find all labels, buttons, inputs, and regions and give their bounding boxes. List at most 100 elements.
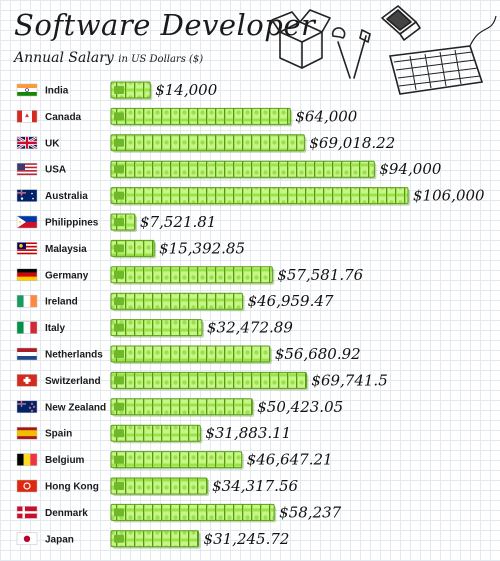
bar — [110, 187, 410, 206]
data-label: $7,521.81 — [140, 213, 216, 231]
chart-row: Germany $57,581.76 — [16, 266, 364, 285]
data-label: $46,647.21 — [247, 451, 333, 469]
chart-row: New Zealand $50,423.05 — [16, 398, 343, 417]
data-label: $32,472.89 — [207, 319, 293, 337]
category-label: Spain — [45, 429, 72, 440]
chart-row: Switzerland $69,741.5 — [16, 371, 388, 391]
category-label: Japan — [45, 534, 74, 545]
subtitle-unit: in US Dollars ($) — [118, 54, 204, 65]
category-label: UK — [45, 138, 60, 149]
chart-row: Spain $31,883.11 — [16, 424, 291, 444]
category-label: Denmark — [45, 508, 88, 519]
bar — [110, 266, 275, 285]
box-icon — [271, 9, 331, 69]
chart-row: Japan $31,245.72 — [16, 530, 290, 549]
flag-ca-icon — [16, 110, 38, 123]
flag-be-icon — [16, 453, 38, 466]
chart-title: Software Developer — [14, 8, 316, 42]
flag-au-icon — [16, 189, 38, 202]
chart-row: Belgium $46,647.21 — [16, 451, 333, 470]
data-label: $106,000 — [413, 187, 485, 205]
header-illustration — [271, 5, 497, 95]
category-label: Belgium — [45, 455, 85, 466]
bar — [110, 213, 137, 232]
data-label: $15,392.85 — [159, 239, 245, 257]
flag-in-icon — [16, 83, 38, 97]
chart-row: Netherlands $56,680.92 — [16, 345, 361, 364]
data-label: $64,000 — [295, 107, 357, 125]
data-label: $56,680.92 — [275, 345, 361, 363]
flag-jp-icon — [16, 532, 38, 546]
bar — [110, 424, 203, 444]
flag-ph-icon — [16, 215, 38, 229]
chart-row: Philippines $7,521.81 — [16, 213, 216, 232]
flag-nl-icon — [16, 347, 38, 361]
flag-my-icon — [16, 242, 38, 255]
category-label: Italy — [45, 323, 65, 334]
bar — [110, 451, 244, 470]
bar — [110, 81, 153, 100]
category-label: Australia — [45, 191, 88, 202]
bar — [110, 160, 377, 180]
bar — [110, 503, 277, 523]
data-label: $69,741.5 — [311, 371, 387, 389]
flag-ie-icon — [16, 294, 38, 308]
flag-ch-icon — [16, 374, 38, 387]
bar — [110, 530, 201, 549]
data-label: $57,581.76 — [277, 266, 363, 284]
flag-de-icon — [16, 268, 38, 282]
chart-row: Canada $64,000 — [16, 107, 358, 127]
data-label: $58,237 — [279, 503, 341, 521]
bar — [110, 477, 210, 496]
bar — [110, 319, 204, 338]
chart-row: Australia $106,000 — [16, 187, 485, 206]
category-label: Switzerland — [45, 376, 101, 387]
bar — [110, 292, 245, 312]
bar — [110, 134, 307, 153]
flag-us-icon — [16, 162, 38, 176]
chart-subtitle: Annual Salary in US Dollars ($) — [14, 50, 203, 66]
chart-row: Denmark $58,237 — [16, 503, 342, 523]
category-label: Netherlands — [45, 350, 103, 361]
data-label: $34,317.56 — [212, 477, 298, 495]
chart-row: UK $69,018.22 — [16, 134, 395, 153]
chart-row: Malaysia $15,392.85 — [16, 239, 245, 259]
category-label: Germany — [45, 270, 89, 281]
category-label: USA — [45, 165, 66, 176]
category-label: Hong Kong — [45, 482, 99, 493]
data-label: $31,883.11 — [205, 424, 291, 442]
flag-es-icon — [16, 426, 38, 440]
flag-hk-icon — [16, 479, 38, 493]
chart-rows: India $14,000 Canada $64,000 UK $69,018.22 USA… — [16, 81, 485, 549]
laptop-icon — [381, 5, 421, 41]
data-label: $14,000 — [155, 81, 217, 99]
chart-row: India $14,000 — [16, 81, 218, 100]
category-label: New Zealand — [45, 402, 106, 413]
data-label: $31,245.72 — [204, 530, 290, 548]
bar — [110, 371, 309, 391]
keyboard-icon — [388, 15, 497, 95]
bar — [110, 345, 272, 364]
category-label: India — [45, 86, 69, 97]
flag-dk-icon — [16, 506, 38, 519]
flag-nz-icon — [16, 400, 38, 414]
data-label: $46,959.47 — [248, 292, 334, 310]
data-label: $94,000 — [379, 160, 441, 178]
chart-row: USA $94,000 — [16, 160, 442, 180]
data-label: $50,423.05 — [257, 398, 343, 416]
data-label: $69,018.22 — [309, 134, 395, 152]
category-label: Ireland — [45, 297, 78, 308]
category-label: Canada — [45, 112, 82, 123]
flag-it-icon — [16, 321, 38, 334]
flag-uk-icon — [16, 135, 38, 150]
tools-icon — [331, 27, 371, 79]
bar — [110, 398, 255, 417]
category-label: Malaysia — [45, 244, 87, 255]
category-label: Philippines — [45, 218, 99, 229]
bar — [110, 239, 157, 259]
subtitle-main: Annual Salary — [14, 50, 114, 66]
chart-row: Italy $32,472.89 — [16, 319, 293, 338]
chart-row: Hong Kong $34,317.56 — [16, 477, 298, 496]
chart-row: Ireland $46,959.47 — [16, 292, 334, 312]
